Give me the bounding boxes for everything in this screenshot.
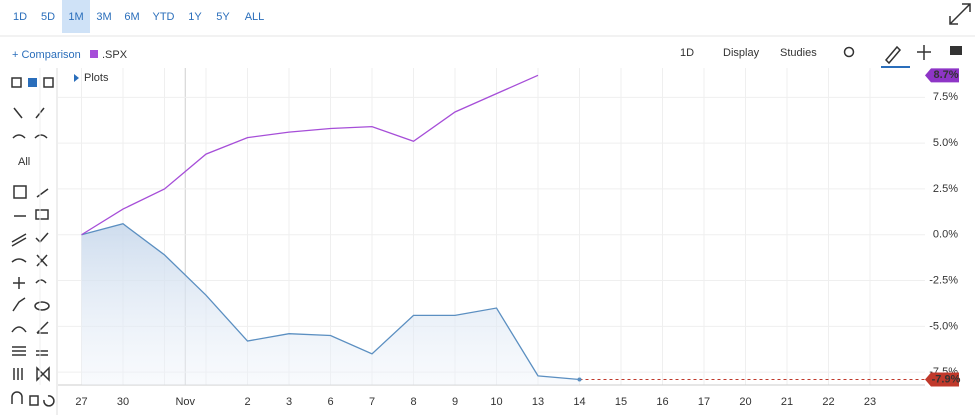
tool-panel: All xyxy=(0,68,58,415)
range-bar: 1D 5D 1M 3M 6M YTD 1Y 5Y ALL xyxy=(13,0,264,33)
last-value-label: -7.9% xyxy=(932,373,961,385)
tool-filter[interactable]: All xyxy=(18,156,30,168)
x-tick-label: 14 xyxy=(573,396,585,408)
range-button[interactable]: 1D xyxy=(13,11,27,23)
plot-area: 27 30 2 3 6 7 8 9 10 13 14 15 16 17 20 21 22 23Nov-7.5%-5… xyxy=(39,68,961,408)
x-tick-label: 8 xyxy=(410,396,416,408)
month-label: Nov xyxy=(175,396,195,408)
plots-arrow xyxy=(74,74,79,82)
interval-menu[interactable]: 1D xyxy=(680,47,694,59)
area-fill xyxy=(81,223,580,385)
x-tick-label: 13 xyxy=(532,396,544,408)
last-value-label: 8.7% xyxy=(933,69,958,81)
range-button[interactable]: 1Y xyxy=(188,11,202,23)
x-tick-label: 9 xyxy=(452,396,458,408)
comparison-button[interactable]: + Comparison xyxy=(12,49,81,61)
range-button[interactable]: 5D xyxy=(41,11,55,23)
x-tick-label: 22 xyxy=(822,396,834,408)
x-tick-label: 15 xyxy=(615,396,627,408)
legend-label: .SPX xyxy=(102,49,128,61)
range-button[interactable]: YTD xyxy=(153,11,175,23)
y-tick-label: 2.5% xyxy=(933,183,958,195)
x-tick-label: 16 xyxy=(656,396,668,408)
settings-icon[interactable] xyxy=(843,46,855,58)
x-tick-label: 27 xyxy=(75,396,87,408)
x-tick-label: 23 xyxy=(864,396,876,408)
draw-icon[interactable] xyxy=(881,45,910,68)
x-tick-label: 17 xyxy=(698,396,710,408)
display-menu[interactable]: Display xyxy=(723,47,760,59)
range-button[interactable]: 1M xyxy=(68,11,83,23)
last-point xyxy=(577,377,582,382)
studies-menu[interactable]: Studies xyxy=(780,47,817,59)
y-tick-label: -5.0% xyxy=(929,320,958,332)
range-button[interactable]: ALL xyxy=(245,11,265,23)
line xyxy=(81,223,580,381)
x-tick-label: 20 xyxy=(739,396,751,408)
y-tick-label: -2.5% xyxy=(929,274,958,286)
last-value-badge xyxy=(925,68,959,83)
comment-icon[interactable] xyxy=(950,46,962,55)
range-button[interactable]: 3M xyxy=(96,11,111,23)
y-tick-label: 7.5% xyxy=(933,91,958,103)
range-button[interactable]: 5Y xyxy=(216,11,230,23)
range-button[interactable]: 6M xyxy=(124,11,139,23)
line xyxy=(81,74,539,236)
x-tick-label: 3 xyxy=(286,396,292,408)
x-tick-label: 10 xyxy=(490,396,502,408)
range-active-bg xyxy=(62,0,90,33)
crosshair-icon[interactable] xyxy=(917,45,931,60)
x-tick-label: 6 xyxy=(327,396,333,408)
x-tick-label: 7 xyxy=(369,396,375,408)
y-tick-label: 5.0% xyxy=(933,137,958,149)
legend-swatch xyxy=(90,50,98,58)
expand-icon[interactable] xyxy=(949,3,971,25)
y-tick-label: 0.0% xyxy=(933,229,958,241)
last-value-badge xyxy=(925,372,959,387)
x-tick-label: 2 xyxy=(244,396,250,408)
plots-toggle[interactable]: Plots xyxy=(84,72,109,84)
x-tick-label: 30 xyxy=(117,396,129,408)
x-tick-label: 21 xyxy=(781,396,793,408)
